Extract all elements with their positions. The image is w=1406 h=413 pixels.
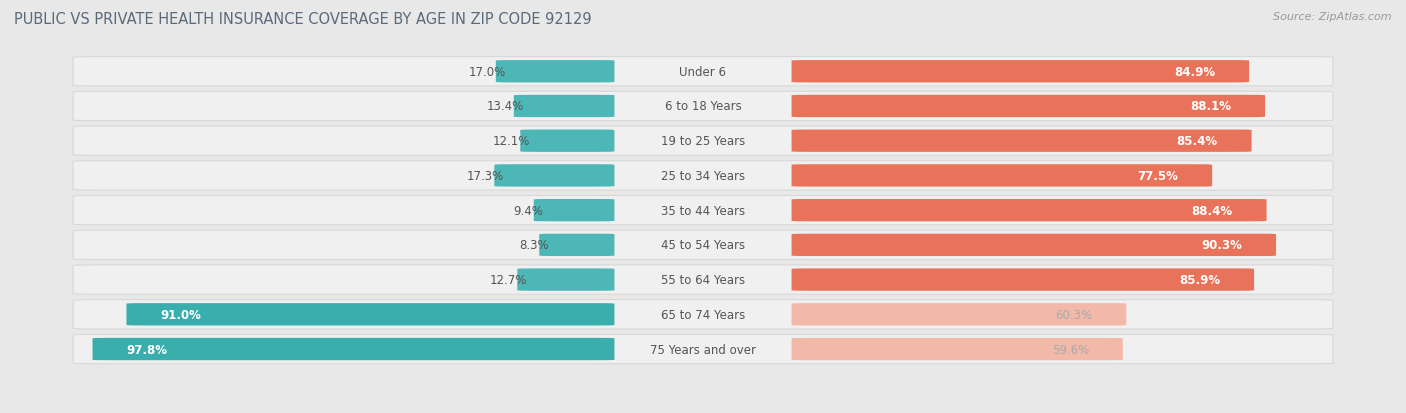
Text: 13.4%: 13.4% <box>486 100 523 113</box>
Text: 77.5%: 77.5% <box>1137 169 1178 183</box>
FancyBboxPatch shape <box>792 165 1212 187</box>
Text: 19 to 25 Years: 19 to 25 Years <box>661 135 745 148</box>
Text: 12.1%: 12.1% <box>492 135 530 148</box>
FancyBboxPatch shape <box>792 338 1123 360</box>
FancyBboxPatch shape <box>520 130 614 152</box>
Text: 17.3%: 17.3% <box>467 169 505 183</box>
FancyBboxPatch shape <box>534 199 614 222</box>
Text: 88.1%: 88.1% <box>1191 100 1232 113</box>
Text: 25 to 34 Years: 25 to 34 Years <box>661 169 745 183</box>
Text: 90.3%: 90.3% <box>1201 239 1243 252</box>
FancyBboxPatch shape <box>73 230 1333 260</box>
FancyBboxPatch shape <box>792 304 1126 326</box>
FancyBboxPatch shape <box>496 61 614 83</box>
FancyBboxPatch shape <box>513 95 614 118</box>
Text: 85.9%: 85.9% <box>1180 273 1220 286</box>
Text: 6 to 18 Years: 6 to 18 Years <box>665 100 741 113</box>
Text: 75 Years and over: 75 Years and over <box>650 343 756 356</box>
Text: 60.3%: 60.3% <box>1056 308 1092 321</box>
FancyBboxPatch shape <box>73 196 1333 225</box>
Text: 97.8%: 97.8% <box>127 343 167 356</box>
FancyBboxPatch shape <box>73 127 1333 156</box>
Text: 84.9%: 84.9% <box>1174 66 1215 78</box>
Text: Source: ZipAtlas.com: Source: ZipAtlas.com <box>1274 12 1392 22</box>
Text: 17.0%: 17.0% <box>468 66 506 78</box>
Text: 91.0%: 91.0% <box>160 308 201 321</box>
FancyBboxPatch shape <box>73 300 1333 329</box>
FancyBboxPatch shape <box>792 130 1251 152</box>
FancyBboxPatch shape <box>517 269 614 291</box>
Text: Under 6: Under 6 <box>679 66 727 78</box>
FancyBboxPatch shape <box>73 57 1333 87</box>
FancyBboxPatch shape <box>93 338 614 360</box>
Text: 9.4%: 9.4% <box>513 204 544 217</box>
FancyBboxPatch shape <box>127 304 614 326</box>
FancyBboxPatch shape <box>73 335 1333 364</box>
FancyBboxPatch shape <box>73 265 1333 294</box>
FancyBboxPatch shape <box>792 61 1249 83</box>
Text: 65 to 74 Years: 65 to 74 Years <box>661 308 745 321</box>
Text: 88.4%: 88.4% <box>1192 204 1233 217</box>
FancyBboxPatch shape <box>792 95 1265 118</box>
Text: 59.6%: 59.6% <box>1052 343 1090 356</box>
Text: 55 to 64 Years: 55 to 64 Years <box>661 273 745 286</box>
FancyBboxPatch shape <box>73 92 1333 121</box>
FancyBboxPatch shape <box>792 199 1267 222</box>
Text: 85.4%: 85.4% <box>1177 135 1218 148</box>
Text: PUBLIC VS PRIVATE HEALTH INSURANCE COVERAGE BY AGE IN ZIP CODE 92129: PUBLIC VS PRIVATE HEALTH INSURANCE COVER… <box>14 12 592 27</box>
FancyBboxPatch shape <box>792 269 1254 291</box>
FancyBboxPatch shape <box>540 234 614 256</box>
Text: 45 to 54 Years: 45 to 54 Years <box>661 239 745 252</box>
FancyBboxPatch shape <box>73 161 1333 191</box>
FancyBboxPatch shape <box>495 165 614 187</box>
Text: 12.7%: 12.7% <box>489 273 527 286</box>
FancyBboxPatch shape <box>792 234 1277 256</box>
Text: 35 to 44 Years: 35 to 44 Years <box>661 204 745 217</box>
Text: 8.3%: 8.3% <box>519 239 550 252</box>
